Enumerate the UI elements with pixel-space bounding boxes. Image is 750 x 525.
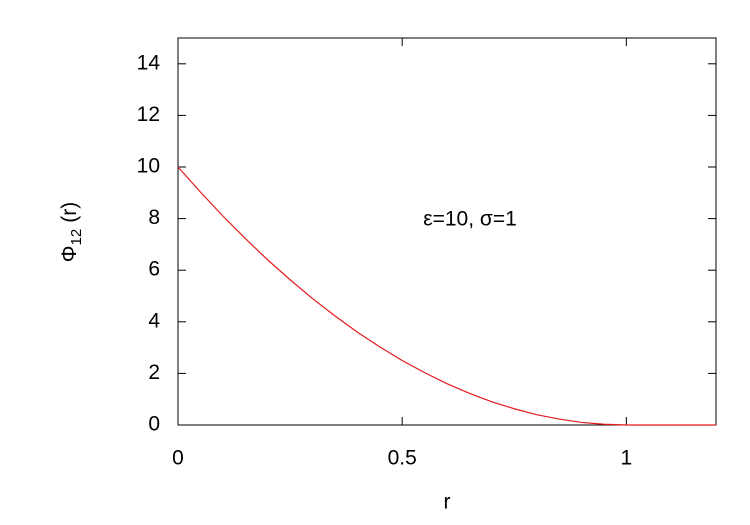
y-tick-label: 4 [148, 309, 160, 332]
data-line [177, 166, 716, 426]
x-tick-label: 1 [620, 447, 632, 470]
y-axis-label: Φ12 (r) [58, 202, 85, 262]
y-tick-label: 8 [148, 206, 160, 229]
y-label-arg: (r) [58, 202, 81, 223]
y-tick-label: 10 [137, 155, 160, 178]
y-label-subscript: 12 [68, 229, 85, 246]
y-tick-label: 0 [148, 413, 160, 436]
y-label-symbol: Φ [58, 245, 81, 262]
x-tick-label: 0 [172, 447, 184, 470]
y-tick-label: 14 [137, 51, 161, 74]
plot-frame [177, 37, 717, 426]
y-tick-label: 6 [148, 258, 160, 281]
annotation: ε=10, σ=1 [423, 208, 517, 231]
y-tick-label: 2 [148, 361, 160, 384]
x-axis-label: r [444, 491, 451, 514]
x-tick-label: 0.5 [388, 447, 417, 470]
y-tick-label: 12 [137, 103, 160, 126]
